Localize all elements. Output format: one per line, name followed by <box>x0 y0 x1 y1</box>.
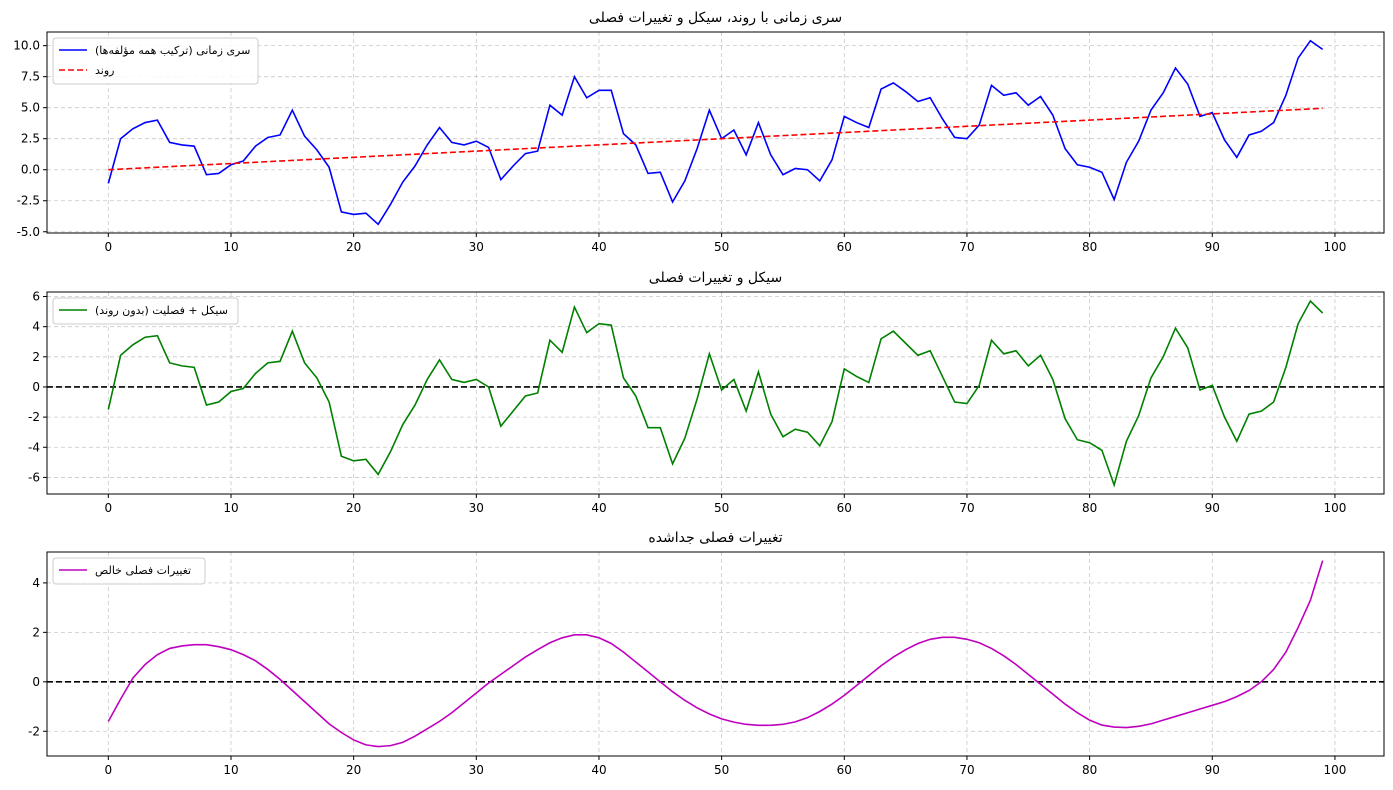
legend-box <box>52 557 206 585</box>
x-tick-label: 80 <box>1082 501 1097 515</box>
x-tick-label: 60 <box>837 240 852 254</box>
x-tick-label: 70 <box>959 763 974 777</box>
y-tick-label: -2 <box>28 410 40 424</box>
legend-box <box>52 297 239 325</box>
x-tick-label: 100 <box>1323 501 1346 515</box>
x-tick-label: 90 <box>1205 763 1220 777</box>
y-tick-label: -4 <box>28 440 40 454</box>
x-tick-label: 70 <box>959 240 974 254</box>
x-tick-label: 10 <box>223 501 238 515</box>
x-tick-label: 20 <box>346 763 361 777</box>
legend-label: سیکل + فصلیت (بدون روند) <box>95 304 228 317</box>
x-tick-label: 20 <box>346 240 361 254</box>
chart-panel-1: سری زمانی با روند، سیکل و تغییرات فصلی 0 1… <box>13 10 1385 254</box>
x-tick-label: 40 <box>591 763 606 777</box>
x-tick-label: 0 <box>105 763 113 777</box>
y-tick-label: -2 <box>28 724 40 738</box>
axes-frame <box>46 291 1385 495</box>
chart-title: سیکل و تغییرات فصلی <box>649 270 782 286</box>
x-tick-label: 50 <box>714 763 729 777</box>
x-tick-label: 90 <box>1205 501 1220 515</box>
legend: تغییرات فصلی خالص <box>52 557 206 585</box>
x-tick-label: 40 <box>591 501 606 515</box>
series-line-1 <box>107 560 1324 748</box>
x-tick-label: 60 <box>837 763 852 777</box>
x-tick-label: 30 <box>469 240 484 254</box>
x-tick-label: 10 <box>223 240 238 254</box>
series-line-1 <box>107 39 1324 226</box>
x-tick-label: 50 <box>714 501 729 515</box>
series-line-2 <box>108 107 1323 171</box>
x-tick-label: 30 <box>469 501 484 515</box>
y-tick-label: 0.0 <box>21 163 40 177</box>
legend-label: سری زمانی (ترکیب همه مؤلفه‌ها) <box>95 44 250 57</box>
x-tick-label: 40 <box>591 240 606 254</box>
y-tick-label: 10.0 <box>13 39 40 53</box>
y-tick-label: 6 <box>32 290 40 304</box>
legend-label: تغییرات فصلی خالص <box>95 564 191 577</box>
x-tick-label: 30 <box>469 763 484 777</box>
y-tick-label: -5.0 <box>17 225 40 239</box>
grid-lines <box>47 292 1384 494</box>
y-tick-label: 0 <box>32 675 40 689</box>
legend-label: روند <box>95 64 114 77</box>
x-tick-label: 80 <box>1082 763 1097 777</box>
y-tick-label: 7.5 <box>21 70 40 84</box>
y-tick-label: 4 <box>32 320 40 334</box>
axes-frame <box>46 551 1385 757</box>
y-tick-label: 0 <box>32 380 40 394</box>
y-tick-label: 4 <box>32 576 40 590</box>
x-tick-label: 0 <box>105 240 113 254</box>
x-tick-label: 100 <box>1323 763 1346 777</box>
chart-title: سری زمانی با روند، سیکل و تغییرات فصلی <box>589 10 842 26</box>
y-tick-label: -6 <box>28 470 40 484</box>
series-line-1 <box>107 299 1324 488</box>
x-tick-label: 90 <box>1205 240 1220 254</box>
y-tick-label: 5.0 <box>21 101 40 115</box>
y-tick-label: 2.5 <box>21 132 40 146</box>
legend: سیکل + فصلیت (بدون روند) <box>52 297 239 325</box>
chart-title: تغییرات فصلی جداشده <box>648 530 782 546</box>
x-tick-label: 10 <box>223 763 238 777</box>
legend: سری زمانی (ترکیب همه مؤلفه‌ها) روند <box>52 37 259 85</box>
x-tick-label: 70 <box>959 501 974 515</box>
legend-box <box>52 37 259 85</box>
x-tick-label: 0 <box>105 501 113 515</box>
y-tick-label: 2 <box>32 350 40 364</box>
x-tick-label: 20 <box>346 501 361 515</box>
axes-frame <box>46 31 1385 234</box>
x-tick-label: 60 <box>837 501 852 515</box>
x-tick-label: 80 <box>1082 240 1097 254</box>
x-tick-label: 100 <box>1323 240 1346 254</box>
x-tick-label: 50 <box>714 240 729 254</box>
grid-lines <box>47 552 1384 756</box>
y-tick-label: -2.5 <box>17 194 40 208</box>
y-tick-label: 2 <box>32 625 40 639</box>
